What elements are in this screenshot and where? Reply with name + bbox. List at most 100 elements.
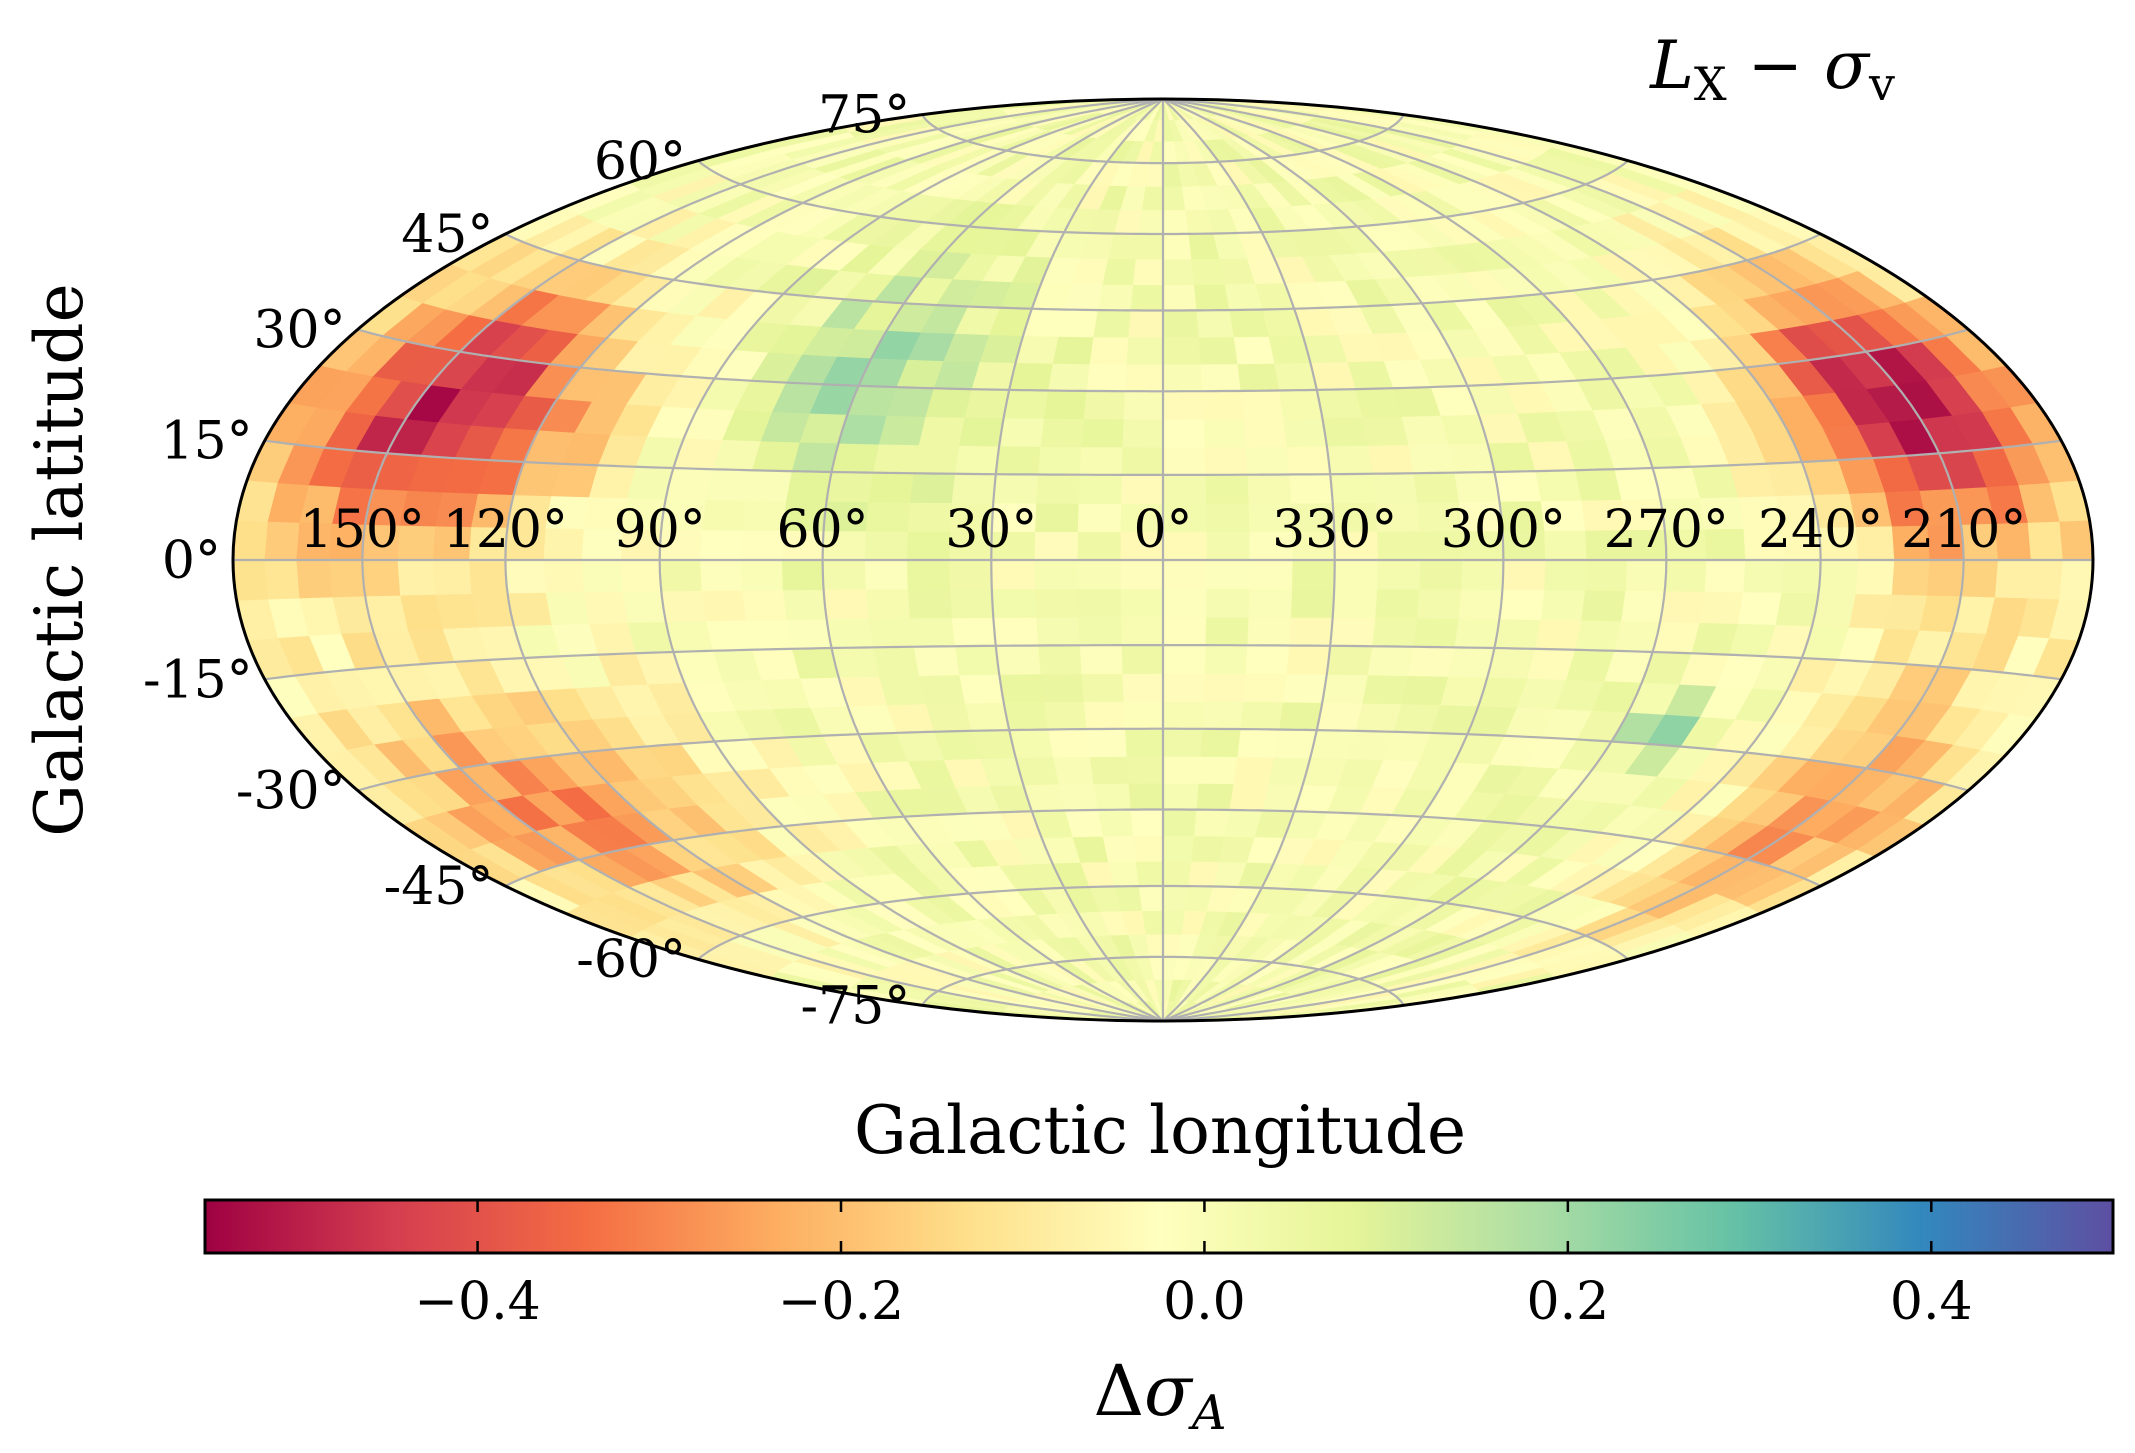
heatmap-cell xyxy=(912,645,960,677)
parallel-line xyxy=(697,159,1629,236)
heatmap-cell xyxy=(1046,728,1090,758)
heatmap-cell xyxy=(621,590,667,623)
heatmap-cell xyxy=(948,588,994,619)
heatmap-cell xyxy=(1418,559,1463,590)
parallel-line xyxy=(697,884,1629,961)
heatmap-cell xyxy=(1242,417,1287,448)
heatmap-cell xyxy=(1123,363,1164,392)
colorbar-ticks: −0.4 −0.2 0.0 0.2 0.4 xyxy=(414,1200,1973,1332)
heatmap-cell xyxy=(1033,530,1078,561)
longitude-tick-label: 0° xyxy=(1133,500,1192,560)
heatmap-cell xyxy=(233,519,268,561)
heatmap-cell xyxy=(1085,728,1127,758)
heatmap-cell xyxy=(1036,644,1082,675)
heatmap-cell xyxy=(1131,258,1164,286)
heatmap-cell xyxy=(1034,473,1080,504)
heatmap-cell xyxy=(619,559,662,592)
heatmap-cell xyxy=(1246,616,1292,647)
heatmap-cell xyxy=(1247,587,1293,618)
heatmap-cell xyxy=(660,589,706,623)
heatmap-cell xyxy=(867,617,914,648)
heatmap-cell xyxy=(1119,474,1164,504)
latitude-tick-label: 45° xyxy=(401,205,493,265)
heatmap-cell xyxy=(1039,672,1084,703)
heatmap-cell xyxy=(1162,587,1207,618)
heatmap-cell xyxy=(1203,445,1248,476)
heatmap-cell xyxy=(1321,673,1369,704)
heatmap-cell xyxy=(1361,674,1409,705)
heatmap-cell xyxy=(1162,559,1207,590)
heatmap-cell xyxy=(950,473,997,504)
heatmap-cell xyxy=(1197,335,1238,365)
heatmap-cell xyxy=(912,443,960,475)
heatmap-cell xyxy=(864,588,911,619)
heatmap-cell xyxy=(1539,589,1586,621)
heatmap-cell xyxy=(1162,309,1199,338)
heatmap-cell xyxy=(699,528,743,561)
heatmap-cell xyxy=(2026,559,2063,600)
heatmap-cell xyxy=(1659,590,1705,623)
heatmap-cell xyxy=(998,417,1045,447)
heatmap-cell xyxy=(1361,415,1409,446)
heatmap-cell xyxy=(582,590,628,624)
heatmap-cell xyxy=(1092,309,1131,338)
heatmap-cell xyxy=(1121,418,1164,448)
heatmap-cell xyxy=(1223,809,1263,838)
heatmap-cell xyxy=(1366,443,1414,475)
heatmap-cell xyxy=(908,616,955,648)
heatmap-cell xyxy=(1374,588,1420,619)
heatmap-cell xyxy=(704,468,753,501)
heatmap-cell xyxy=(1406,443,1455,474)
heatmap-cell xyxy=(957,673,1005,704)
heatmap-cell xyxy=(1703,559,1746,593)
heatmap-cell xyxy=(1375,559,1421,590)
heatmap-cell xyxy=(1096,283,1134,312)
heatmap-cell xyxy=(1076,530,1121,561)
graticule xyxy=(233,99,2093,1021)
heatmap-cell xyxy=(1162,336,1201,365)
heatmap-cell xyxy=(1333,559,1378,590)
heatmap-cell xyxy=(1122,390,1164,420)
latitude-tick-label: 30° xyxy=(253,301,345,361)
heatmap-cell xyxy=(1493,470,1542,502)
heatmap-cell xyxy=(1051,335,1094,365)
heatmap-cell xyxy=(867,472,914,503)
heatmap-cell xyxy=(295,559,333,599)
heatmap-cell xyxy=(1573,468,1622,501)
heatmap-cell xyxy=(917,674,965,705)
heatmap-cell xyxy=(1187,860,1220,888)
heatmap-cell xyxy=(1501,559,1546,591)
heatmap-cell xyxy=(1076,559,1121,590)
longitude-tick-label: 30° xyxy=(945,500,1037,560)
heatmap-cell xyxy=(1162,418,1205,448)
heatmap-cell xyxy=(1239,389,1284,420)
heatmap-cell xyxy=(1285,445,1331,476)
heatmap-cell xyxy=(1244,644,1290,675)
heatmap-cell xyxy=(1316,701,1363,732)
heatmap-cell xyxy=(1082,700,1126,730)
heatmap-cell xyxy=(1493,618,1542,650)
heatmap-cell xyxy=(1192,283,1230,312)
heatmap-cell xyxy=(1204,502,1250,533)
latitude-tick-label: 15° xyxy=(161,412,253,472)
parallel-line xyxy=(264,439,2062,476)
heatmap-cell xyxy=(963,388,1010,419)
heatmap-cell xyxy=(699,559,743,592)
heatmap-cell xyxy=(700,589,746,622)
heatmap-cell xyxy=(1664,559,1707,592)
colorbar-label: ΔσA xyxy=(1093,1350,1226,1441)
heatmap-cell xyxy=(780,559,825,591)
heatmap-cell xyxy=(1127,782,1164,811)
heatmap-cell xyxy=(431,559,472,595)
heatmap-cell xyxy=(1202,672,1246,703)
parallel-line xyxy=(264,644,2062,681)
heatmap-cell xyxy=(995,445,1041,476)
heatmap-cell xyxy=(1077,616,1122,646)
heatmap-cell xyxy=(957,416,1005,447)
heatmap-cell xyxy=(1121,672,1164,702)
parallel-line xyxy=(921,955,1405,1006)
heatmap-cell xyxy=(784,470,833,502)
heatmap-cell xyxy=(704,619,753,652)
heatmap-cell xyxy=(506,591,552,627)
